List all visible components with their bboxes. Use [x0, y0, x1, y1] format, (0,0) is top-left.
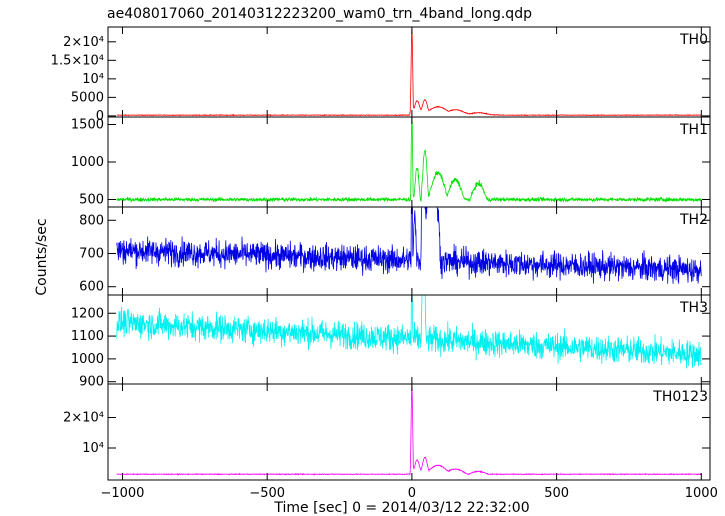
x-tick-label: 500 [544, 486, 569, 501]
panel-frame [107, 26, 711, 118]
panel-frame [107, 116, 711, 208]
y-tick-label: 1100 [71, 329, 104, 344]
y-tick-label: 500 [79, 193, 104, 208]
y-tick-label: 600 [79, 280, 104, 295]
series-label-th0: TH0 [679, 32, 708, 48]
y-tick-label: 10⁴ [82, 72, 104, 87]
y-tick-label: 1000 [71, 352, 104, 367]
x-tick-label: 1000 [685, 486, 718, 501]
y-tick-label: 700 [79, 246, 104, 261]
y-tick-label: 1000 [71, 155, 104, 170]
x-axis-label: Time [sec] 0 = 2014/03/12 22:32:00 [273, 500, 529, 516]
series-line-th2 [116, 206, 702, 284]
panel-border [107, 26, 711, 118]
y-tick-label: 0 [96, 109, 104, 124]
x-tick-label: −500 [249, 486, 285, 501]
y-axis-label: Counts/sec [34, 218, 50, 295]
x-tick-label: 0 [408, 486, 416, 501]
series-line-th0 [116, 28, 702, 117]
series-label-th2: TH2 [679, 212, 708, 228]
y-tick-label: 2×10⁴ [63, 35, 104, 50]
y-tick-label: 1500 [71, 118, 104, 133]
series-label-th3: TH3 [679, 300, 708, 316]
y-tick-label: 1200 [71, 306, 104, 321]
series-line-th3 [116, 294, 702, 369]
y-tick-label: 900 [79, 375, 104, 390]
panel-border [107, 116, 711, 208]
series-line-th1 [116, 116, 702, 203]
panel-frame [107, 383, 711, 481]
panel-frame [107, 206, 711, 296]
x-tick-label: −1000 [100, 486, 144, 501]
series-line-th0123 [116, 385, 702, 477]
chart-title: ae408017060_20140312223200_wam0_trn_4ban… [107, 6, 532, 22]
y-tick-label: 2×10⁴ [63, 411, 104, 426]
series-label-th0123: TH0123 [652, 389, 708, 405]
panel-border [107, 383, 711, 481]
y-tick-label: 800 [79, 213, 104, 228]
y-tick-label: 5000 [71, 90, 104, 105]
series-label-th1: TH1 [679, 122, 708, 138]
panel-border [107, 206, 711, 296]
y-tick-label: 10⁴ [82, 441, 104, 456]
y-tick-label: 1.5×10⁴ [51, 53, 104, 68]
